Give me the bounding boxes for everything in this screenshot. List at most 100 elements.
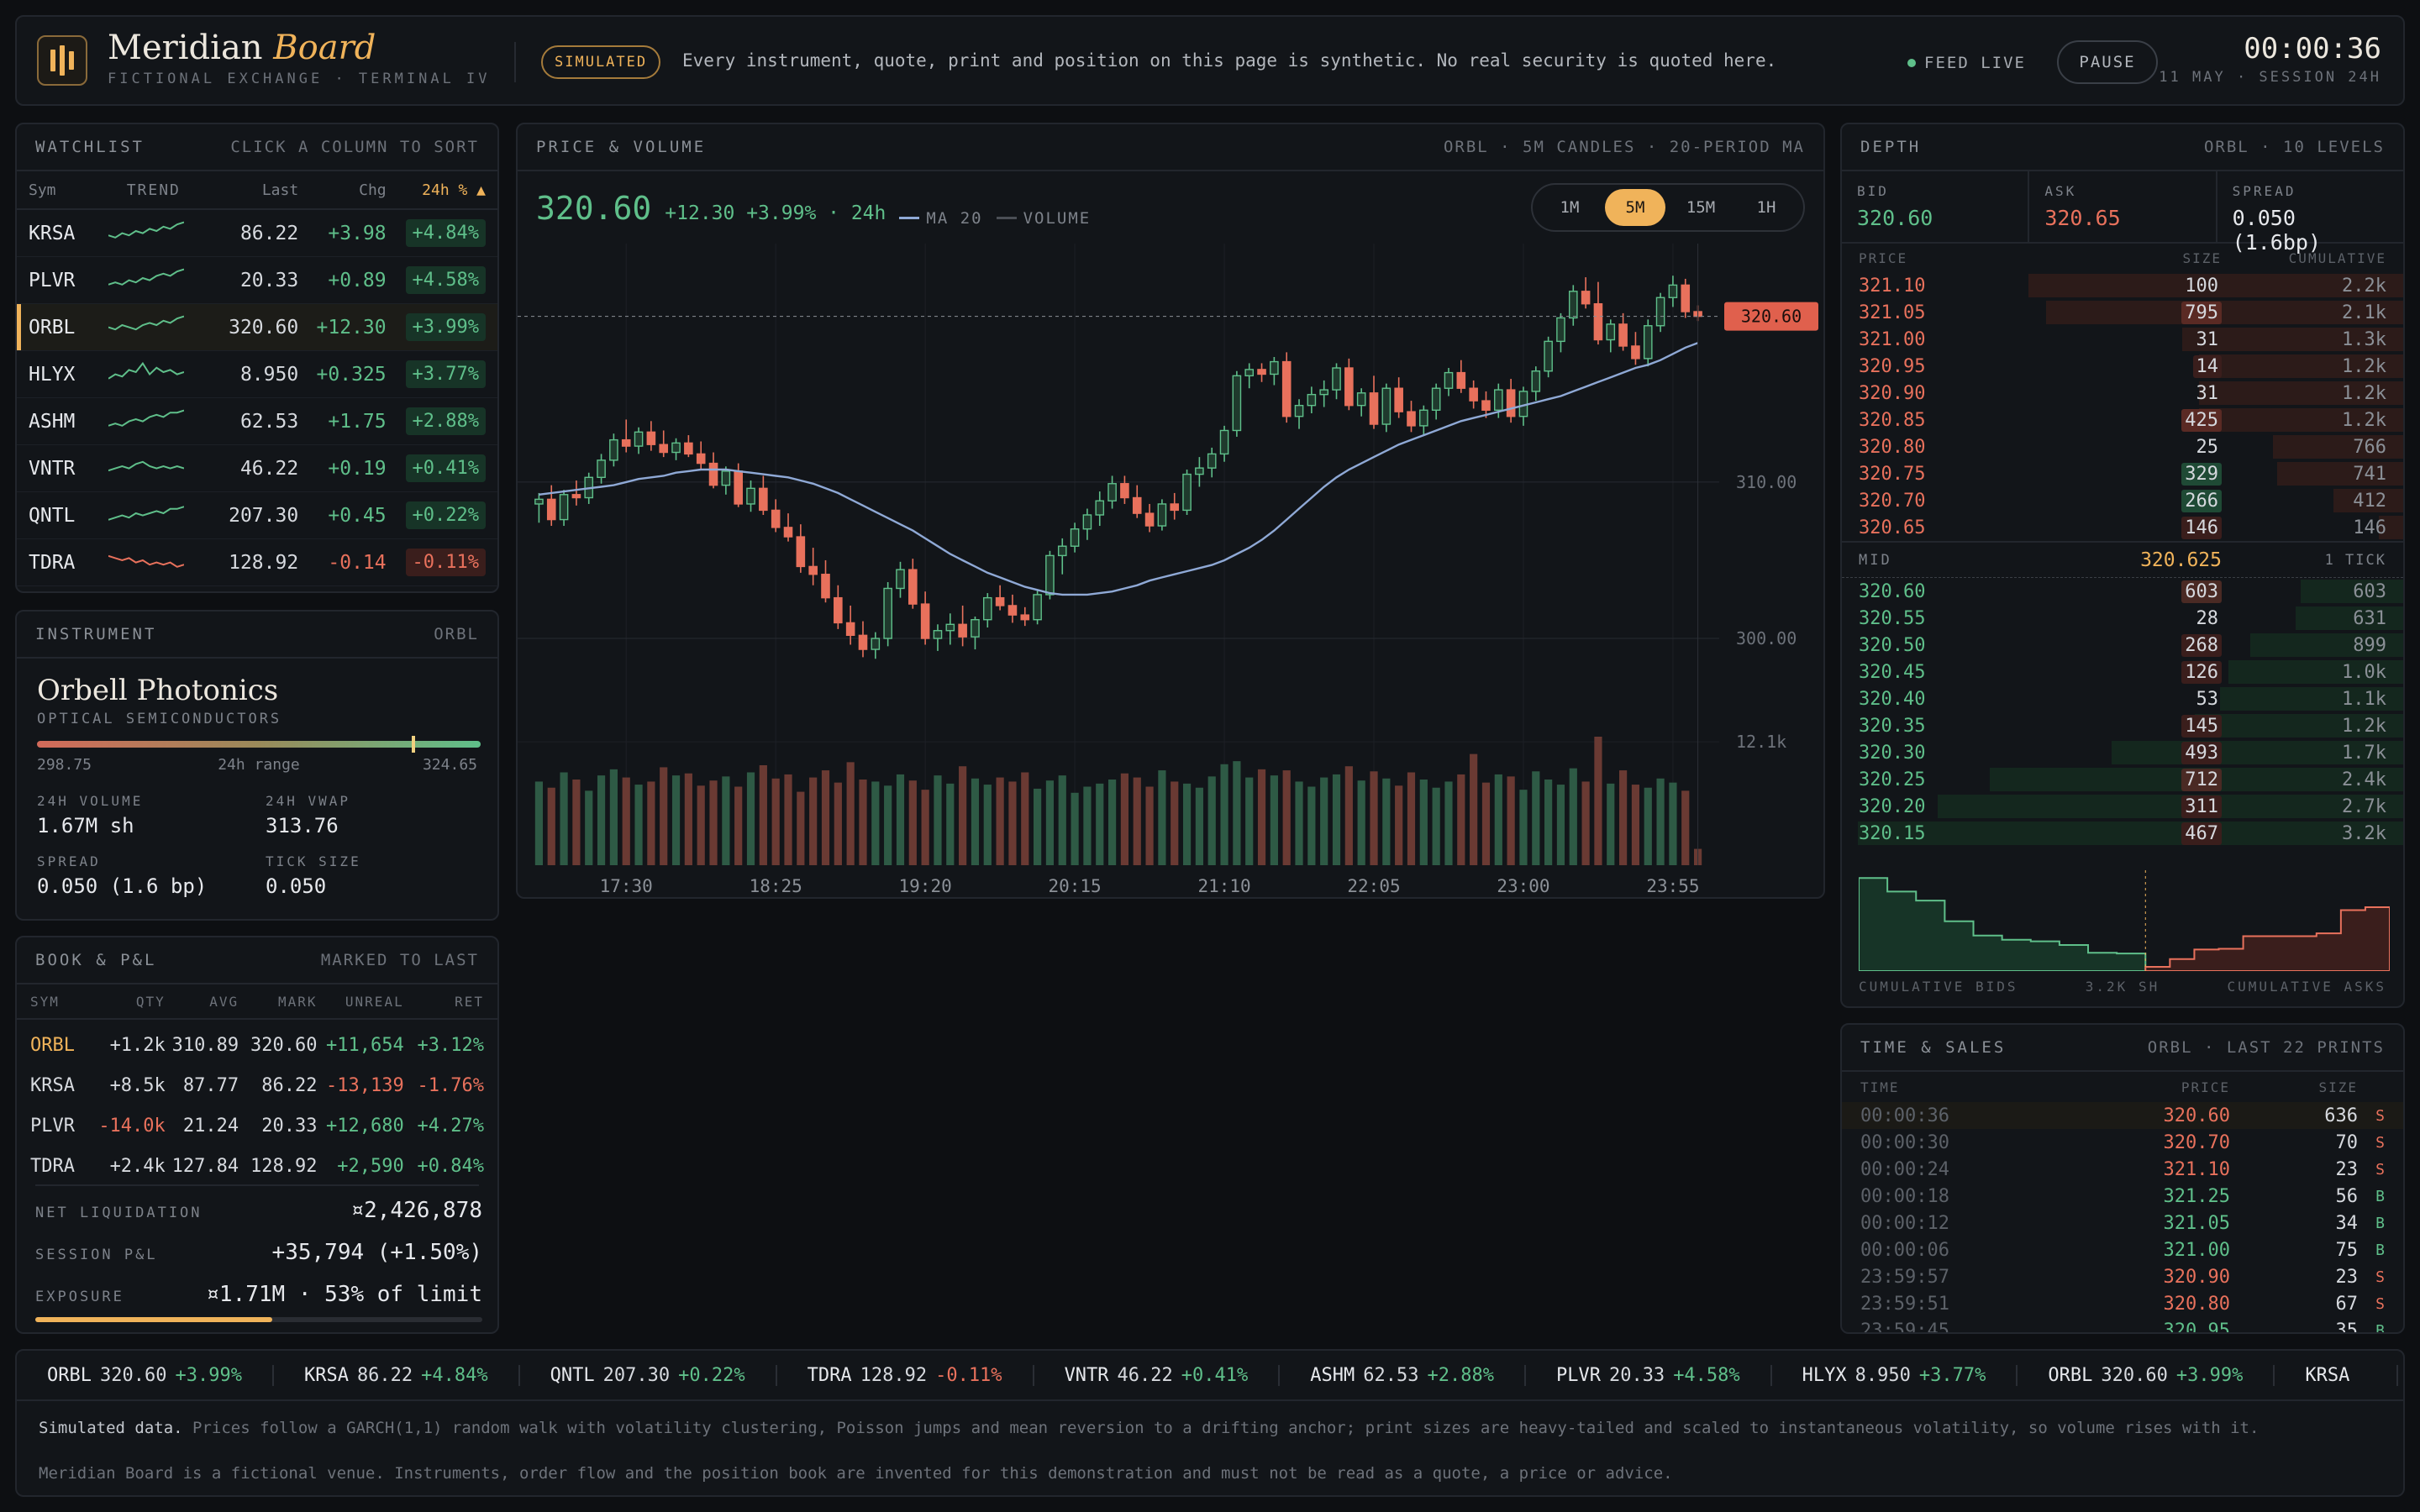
pct-badge: +0.41% <box>405 454 486 482</box>
timeframe-1m[interactable]: 1M <box>1560 198 1580 217</box>
candle <box>1456 360 1466 393</box>
col-pct-sorted[interactable]: 24h % ▲ <box>422 181 486 199</box>
watchlist-row[interactable]: VNTR 46.22 +0.19 +0.41% <box>17 445 497 492</box>
level-cumulative: 3.2k <box>2342 822 2386 844</box>
level-size-cell: 31 <box>2044 383 2222 404</box>
ticker-item[interactable]: VNTR 46.22 +0.41% <box>1065 1364 1281 1386</box>
volume-bar <box>1107 780 1117 865</box>
x-tick-label: 19:20 <box>899 876 952 896</box>
bid-level[interactable]: 320.50 268 899 <box>1842 632 2403 659</box>
print-side: B <box>2375 1187 2385 1205</box>
ticker-item[interactable]: QNTL 207.30 +0.22% <box>550 1364 777 1386</box>
ticker-sym: HLYX <box>1802 1364 1847 1386</box>
level-price: 320.20 <box>1859 795 1926 817</box>
level-size: 145 <box>2181 714 2222 738</box>
ticker-pct: +3.99% <box>2175 1364 2244 1386</box>
print-price: 320.70 <box>2163 1131 2230 1153</box>
session-date: 11 MAY · SESSION 24H <box>2159 69 2381 86</box>
watchlist-row[interactable]: TDRA 128.92 -0.14 -0.11% <box>17 539 497 586</box>
position-row[interactable]: ORBL +1.2k 310.89 320.60 +11,654 +3.12% <box>17 1025 497 1065</box>
candle-body <box>634 431 644 447</box>
candle-body <box>933 630 943 639</box>
ask-level[interactable]: 320.95 14 1.2k <box>1842 353 2403 380</box>
ticker-item[interactable]: ASHM 62.53 +2.88% <box>1310 1364 1526 1386</box>
watchlist-row[interactable]: HLYX 8.950 +0.325 +3.77% <box>17 351 497 398</box>
col-chg[interactable]: Chg <box>359 181 387 199</box>
bid-level[interactable]: 320.40 53 1.1k <box>1842 685 2403 712</box>
volume-bar <box>834 782 842 865</box>
ask-level[interactable]: 321.00 31 1.3k <box>1842 326 2403 353</box>
brand-subtitle: FICTIONAL EXCHANGE · TERMINAL IV <box>108 71 491 87</box>
bid-level[interactable]: 320.45 126 1.0k <box>1842 659 2403 685</box>
print-size: 23 <box>2335 1266 2359 1288</box>
level-price: 320.60 <box>1859 580 1926 602</box>
bid-level[interactable]: 320.30 493 1.7k <box>1842 739 2403 766</box>
watchlist-row[interactable]: QNTL 207.30 +0.45 +0.22% <box>17 492 497 539</box>
ask-level[interactable]: 320.80 25 766 <box>1842 433 2403 460</box>
volume-bar <box>809 777 818 865</box>
watchlist-row[interactable]: KRSA 86.22 +3.98 +4.84% <box>17 210 497 257</box>
col-last[interactable]: Last <box>261 181 299 199</box>
level-size-cell: 467 <box>2044 822 2222 845</box>
ask-level[interactable]: 320.70 266 412 <box>1842 487 2403 514</box>
volume-bar <box>1569 768 1577 865</box>
position-row[interactable]: PLVR -14.0k 21.24 20.33 +12,680 +4.27% <box>17 1105 497 1146</box>
col-sym[interactable]: Sym <box>29 181 56 199</box>
ask-level[interactable]: 321.05 795 2.1k <box>1842 299 2403 326</box>
ticker-item[interactable]: KRSA <box>2305 1364 2399 1386</box>
bid-level[interactable]: 320.20 311 2.7k <box>1842 793 2403 820</box>
print-size: 67 <box>2335 1293 2359 1315</box>
volume-bar <box>709 780 718 865</box>
candle <box>609 433 618 467</box>
watchlist-row[interactable]: PLVR 20.33 +0.89 +4.58% <box>17 257 497 304</box>
col-trend[interactable]: TREND <box>126 181 181 199</box>
mid-price: MID 320.625 1 TICK <box>1842 541 2403 578</box>
timeframe-15m[interactable]: 15M <box>1686 198 1716 217</box>
bid-level[interactable]: 320.25 712 2.4k <box>1842 766 2403 793</box>
ticker-item[interactable]: KRSA 86.22 +4.84% <box>304 1364 520 1386</box>
volume-bar <box>560 772 568 865</box>
volume-bar <box>1669 782 1677 865</box>
ask-level[interactable]: 321.10 100 2.2k <box>1842 272 2403 299</box>
level-size-cell: 126 <box>2044 660 2222 684</box>
candle-body <box>1531 370 1541 392</box>
bid-level[interactable]: 320.55 28 631 <box>1842 605 2403 632</box>
level-size: 329 <box>2181 462 2222 486</box>
candle <box>1170 492 1180 520</box>
row-chg: +0.325 <box>316 363 387 386</box>
ticker-last: 128.92 <box>860 1364 928 1386</box>
volume-bar <box>921 790 929 865</box>
volume-bar <box>1270 775 1278 865</box>
candle-body <box>1033 594 1042 621</box>
level-cumulative: 1.1k <box>2342 688 2386 710</box>
watchlist-row[interactable]: ORBL 320.60 +12.30 +3.99% <box>17 304 497 351</box>
level-size: 25 <box>2196 436 2219 458</box>
volume-bar <box>959 766 967 865</box>
ask-level[interactable]: 320.75 329 741 <box>1842 460 2403 487</box>
pause-button[interactable]: PAUSE <box>2057 40 2158 84</box>
pos-avg: 310.89 <box>171 1034 239 1056</box>
watchlist-row[interactable]: ASHM 62.53 +1.75 +2.88% <box>17 398 497 445</box>
bid-level[interactable]: 320.15 467 3.2k <box>1842 820 2403 847</box>
level-cumulative: 2.7k <box>2342 795 2386 817</box>
timeframe-1h[interactable]: 1H <box>1756 198 1776 217</box>
level-cumulative: 741 <box>2353 463 2386 485</box>
ticker-item[interactable]: ORBL 320.60 +3.99% <box>47 1364 274 1386</box>
position-row[interactable]: TDRA +2.4k 127.84 128.92 +2,590 +0.84% <box>17 1146 497 1186</box>
ticker-item[interactable]: TDRA 128.92 -0.11% <box>808 1364 1034 1386</box>
position-row[interactable]: KRSA +8.5k 87.77 86.22 -13,139 -1.76% <box>17 1065 497 1105</box>
ask-level[interactable]: 320.85 425 1.2k <box>1842 407 2403 433</box>
ticker-sym: KRSA <box>2305 1364 2350 1386</box>
timeframe-5m[interactable]: 5M <box>1605 189 1665 226</box>
volume-bar <box>1295 781 1303 865</box>
ticker-item[interactable]: PLVR 20.33 +4.58% <box>1556 1364 1772 1386</box>
ask-level[interactable]: 320.65 146 146 <box>1842 514 2403 541</box>
ask-level[interactable]: 320.90 31 1.2k <box>1842 380 2403 407</box>
bid-level[interactable]: 320.35 145 1.2k <box>1842 712 2403 739</box>
print-time: 00:00:18 <box>1860 1185 1949 1207</box>
candle <box>845 605 855 645</box>
ticker-item[interactable]: HLYX 8.950 +3.77% <box>1802 1364 2018 1386</box>
candle-body <box>1157 503 1167 527</box>
ticker-item[interactable]: ORBL 320.60 +3.99% <box>2048 1364 2275 1386</box>
bid-level[interactable]: 320.60 603 603 <box>1842 578 2403 605</box>
